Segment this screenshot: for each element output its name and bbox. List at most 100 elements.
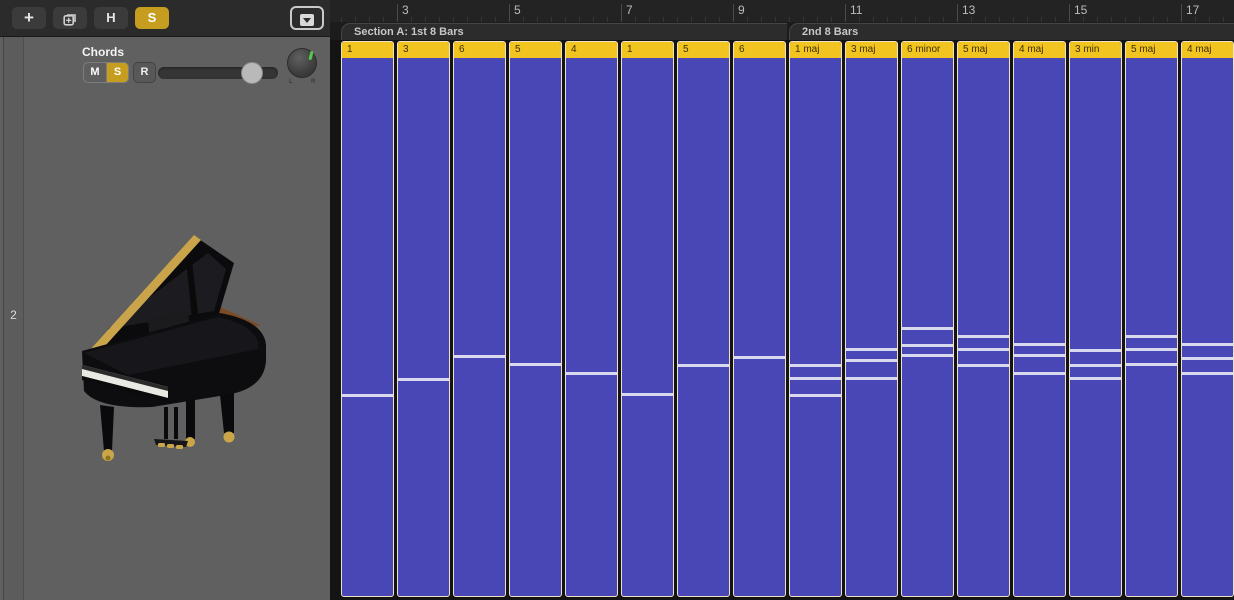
pan-right-label: R bbox=[311, 79, 316, 85]
track-header-toolbar: + H S bbox=[0, 0, 330, 37]
add-track-button[interactable]: + bbox=[12, 7, 46, 29]
region-name-label: 1 bbox=[622, 42, 673, 58]
ruler-bar-number: 3 bbox=[402, 3, 409, 17]
arrange-area: 3 5 7 9 11 13 15 17 Section A: 1st 8 Bars 2nd 8 … bbox=[330, 0, 1234, 600]
chord-region[interactable]: 6 bbox=[733, 41, 786, 597]
volume-slider[interactable] bbox=[158, 62, 278, 84]
region-name-label: 6 bbox=[454, 42, 505, 58]
bar-tick-3 bbox=[397, 4, 398, 22]
midi-note-line bbox=[342, 394, 393, 397]
midi-note-line bbox=[1014, 354, 1065, 357]
pan-knob-pointer bbox=[308, 50, 314, 61]
pan-knob[interactable] bbox=[287, 48, 317, 78]
region-name-label: 6 bbox=[734, 42, 785, 58]
track-header-options-button[interactable] bbox=[290, 6, 324, 30]
chord-region[interactable]: 1 bbox=[621, 41, 674, 597]
midi-note-line bbox=[510, 363, 561, 366]
chord-region[interactable]: 1 maj bbox=[789, 41, 842, 597]
region-name-label: 4 maj bbox=[1182, 42, 1233, 58]
chord-region[interactable]: 6 minor bbox=[901, 41, 954, 597]
midi-note-line bbox=[622, 393, 673, 396]
bar-tick-11 bbox=[845, 4, 846, 22]
midi-note-line bbox=[790, 394, 841, 397]
region-name-label: 4 maj bbox=[1014, 42, 1065, 58]
bar-tick-7 bbox=[621, 4, 622, 22]
chord-region[interactable]: 5 maj bbox=[957, 41, 1010, 597]
marker-lane[interactable]: Section A: 1st 8 Bars 2nd 8 Bars bbox=[330, 22, 1234, 40]
bar-tick-9 bbox=[733, 4, 734, 22]
midi-note-line bbox=[846, 359, 897, 362]
bar-tick-5 bbox=[509, 4, 510, 22]
chord-region[interactable]: 4 maj bbox=[1181, 41, 1234, 597]
midi-note-line bbox=[1182, 343, 1233, 346]
solo-button[interactable]: S bbox=[106, 62, 129, 83]
chord-region[interactable]: 3 maj bbox=[845, 41, 898, 597]
region-name-label: 4 bbox=[566, 42, 617, 58]
region-name-label: 5 maj bbox=[958, 42, 1009, 58]
ruler-bar-number: 9 bbox=[738, 3, 745, 17]
midi-note-line bbox=[398, 378, 449, 381]
chord-region[interactable]: 3 bbox=[397, 41, 450, 597]
chord-region[interactable]: 5 bbox=[509, 41, 562, 597]
region-name-label: 1 maj bbox=[790, 42, 841, 58]
midi-note-line bbox=[846, 377, 897, 380]
track-number-strip: 2 bbox=[3, 37, 24, 600]
ruler-bar-number: 13 bbox=[962, 3, 976, 17]
midi-note-line bbox=[846, 348, 897, 351]
region-name-label: 3 min bbox=[1070, 42, 1121, 58]
midi-note-line bbox=[790, 364, 841, 367]
midi-note-line bbox=[1070, 377, 1121, 380]
mute-button[interactable]: M bbox=[83, 62, 106, 83]
midi-note-line bbox=[958, 335, 1009, 338]
midi-note-line bbox=[958, 348, 1009, 351]
duplicate-track-icon bbox=[63, 13, 76, 26]
midi-note-line bbox=[790, 377, 841, 380]
ruler-bar-number: 11 bbox=[850, 3, 863, 17]
pan-left-label: L bbox=[289, 79, 293, 85]
marker-2nd-8-bars[interactable]: 2nd 8 Bars bbox=[789, 23, 1234, 40]
volume-slider-thumb[interactable] bbox=[241, 62, 263, 84]
chord-region[interactable]: 3 min bbox=[1069, 41, 1122, 597]
midi-note-line bbox=[1014, 372, 1065, 375]
chord-region[interactable]: 5 maj bbox=[1125, 41, 1178, 597]
ruler-bar-number: 17 bbox=[1186, 3, 1200, 17]
midi-note-line bbox=[902, 354, 953, 357]
region-name-label: 5 bbox=[510, 42, 561, 58]
midi-note-line bbox=[454, 355, 505, 358]
track-header-panel[interactable]: 2 Chords M S R L R bbox=[0, 37, 330, 600]
duplicate-track-button[interactable] bbox=[53, 7, 87, 29]
ruler-bar-number: 7 bbox=[626, 3, 633, 17]
midi-note-line bbox=[1182, 357, 1233, 360]
midi-note-line bbox=[1126, 348, 1177, 351]
track-name[interactable]: Chords bbox=[82, 45, 124, 59]
region-name-label: 3 maj bbox=[846, 42, 897, 58]
chord-region[interactable]: 6 bbox=[453, 41, 506, 597]
chord-region[interactable]: 1 bbox=[341, 41, 394, 597]
midi-note-line bbox=[902, 327, 953, 330]
bar-tick-13 bbox=[957, 4, 958, 22]
chevron-down-icon bbox=[300, 13, 314, 26]
midi-note-line bbox=[1070, 349, 1121, 352]
midi-note-line bbox=[1070, 364, 1121, 367]
midi-note-line bbox=[1126, 335, 1177, 338]
chord-region[interactable]: 5 bbox=[677, 41, 730, 597]
solo-mode-button[interactable]: S bbox=[135, 7, 169, 29]
grand-piano-image bbox=[82, 235, 266, 461]
chord-region[interactable]: 4 bbox=[565, 41, 618, 597]
region-name-label: 1 bbox=[342, 42, 393, 58]
ruler-bar-number: 5 bbox=[514, 3, 521, 17]
midi-note-line bbox=[1126, 363, 1177, 366]
midi-note-line bbox=[566, 372, 617, 375]
hide-tracks-button[interactable]: H bbox=[94, 7, 128, 29]
chord-region[interactable]: 4 maj bbox=[1013, 41, 1066, 597]
bar-ruler[interactable]: 3 5 7 9 11 13 15 17 bbox=[330, 0, 1234, 22]
bar-tick-17 bbox=[1181, 4, 1182, 22]
midi-note-line bbox=[1014, 343, 1065, 346]
region-name-label: 5 maj bbox=[1126, 42, 1177, 58]
region-name-label: 3 bbox=[398, 42, 449, 58]
marker-section-a-1st-8-bars[interactable]: Section A: 1st 8 Bars bbox=[341, 23, 787, 40]
record-enable-button[interactable]: R bbox=[133, 62, 156, 83]
ruler-bar-number: 15 bbox=[1074, 3, 1088, 17]
region-name-label: 5 bbox=[678, 42, 729, 58]
